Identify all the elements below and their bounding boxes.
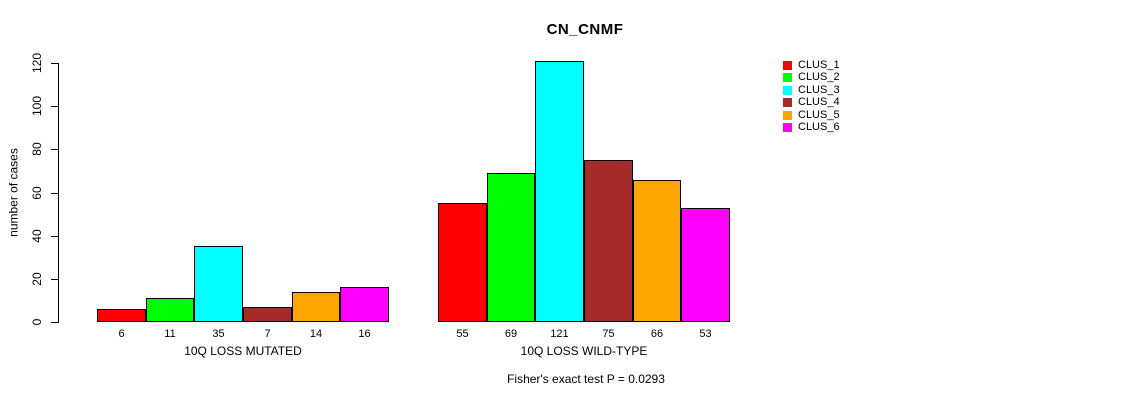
y-axis-label: number of cases [6, 148, 21, 237]
legend-item-label: CLUS_1 [798, 58, 840, 71]
annotation-text: Fisher's exact test P = 0.0293 [507, 372, 665, 386]
y-axis-tick-label: 0 [30, 318, 44, 326]
legend-item-label: CLUS_5 [798, 108, 840, 121]
legend-item: CLUS_5 [783, 109, 840, 122]
y-axis-tick-label: 60 [30, 186, 44, 200]
y-axis-tick-label: 100 [30, 95, 44, 117]
bar-value-label: 55 [456, 328, 469, 340]
x-axis-group-label: 10Q LOSS MUTATED [184, 344, 302, 358]
bar-value-label: 75 [602, 328, 615, 340]
bar-clus_6-group2 [681, 208, 730, 322]
bar-clus_3-group1 [194, 246, 243, 322]
legend-item-label: CLUS_6 [798, 121, 840, 134]
y-axis-tick [51, 149, 58, 150]
legend-item: CLUS_1 [783, 59, 840, 72]
y-axis-tick [51, 193, 58, 194]
y-axis-tick [51, 279, 58, 280]
legend-item: CLUS_2 [783, 72, 840, 85]
bar-value-label: 16 [358, 328, 371, 340]
bar-clus_4-group1 [243, 307, 292, 322]
bar-value-label: 7 [264, 328, 271, 340]
bar-clus_3-group2 [535, 61, 584, 322]
bar-value-label: 6 [118, 328, 125, 340]
legend-swatch-icon [783, 60, 792, 70]
y-axis-tick [51, 106, 58, 107]
x-axis-group-label: 10Q LOSS WILD-TYPE [520, 344, 648, 358]
legend-swatch-icon [783, 73, 792, 83]
bar-clus_2-group2 [487, 173, 535, 322]
bar-value-label: 69 [504, 328, 518, 340]
legend-item: CLUS_4 [783, 97, 840, 110]
bar-clus_5-group2 [633, 180, 681, 322]
legend-swatch-icon [783, 110, 792, 120]
y-axis-tick-label: 80 [30, 142, 44, 156]
y-axis-tick-label: 120 [30, 52, 44, 74]
legend: CLUS_1 CLUS_2 CLUS_3 CLUS_4 CLUS_5 CLUS_6 [783, 59, 840, 134]
legend-item-label: CLUS_2 [798, 71, 840, 84]
legend-item: CLUS_3 [783, 84, 840, 97]
y-axis-tick [51, 63, 58, 64]
bar-clus_6-group1 [340, 287, 389, 322]
y-axis-tick-label: 40 [30, 229, 44, 243]
bar-value-label: 121 [550, 328, 569, 340]
chart-title: CN_CNMF [546, 21, 624, 38]
legend-item: CLUS_6 [783, 122, 840, 135]
bar-clus_1-group2 [438, 203, 487, 322]
bar-clus_2-group1 [146, 298, 194, 322]
legend-swatch-icon [783, 85, 792, 95]
bar-clus_1-group1 [97, 309, 146, 322]
bar-value-label: 35 [212, 328, 225, 340]
y-axis-tick [51, 322, 58, 323]
y-axis-tick-label: 20 [30, 272, 44, 286]
legend-swatch-icon [783, 123, 792, 133]
bar-value-label: 11 [164, 328, 176, 340]
legend-item-label: CLUS_4 [798, 96, 840, 109]
y-axis-line [58, 63, 59, 323]
bar-value-label: 66 [650, 328, 664, 340]
bar-clus_4-group2 [584, 160, 633, 322]
bar-value-label: 53 [699, 328, 712, 340]
legend-item-label: CLUS_3 [798, 83, 840, 96]
bar-value-label: 14 [309, 328, 323, 340]
y-axis-tick [51, 236, 58, 237]
legend-swatch-icon [783, 98, 792, 108]
bar-clus_5-group1 [292, 292, 340, 322]
